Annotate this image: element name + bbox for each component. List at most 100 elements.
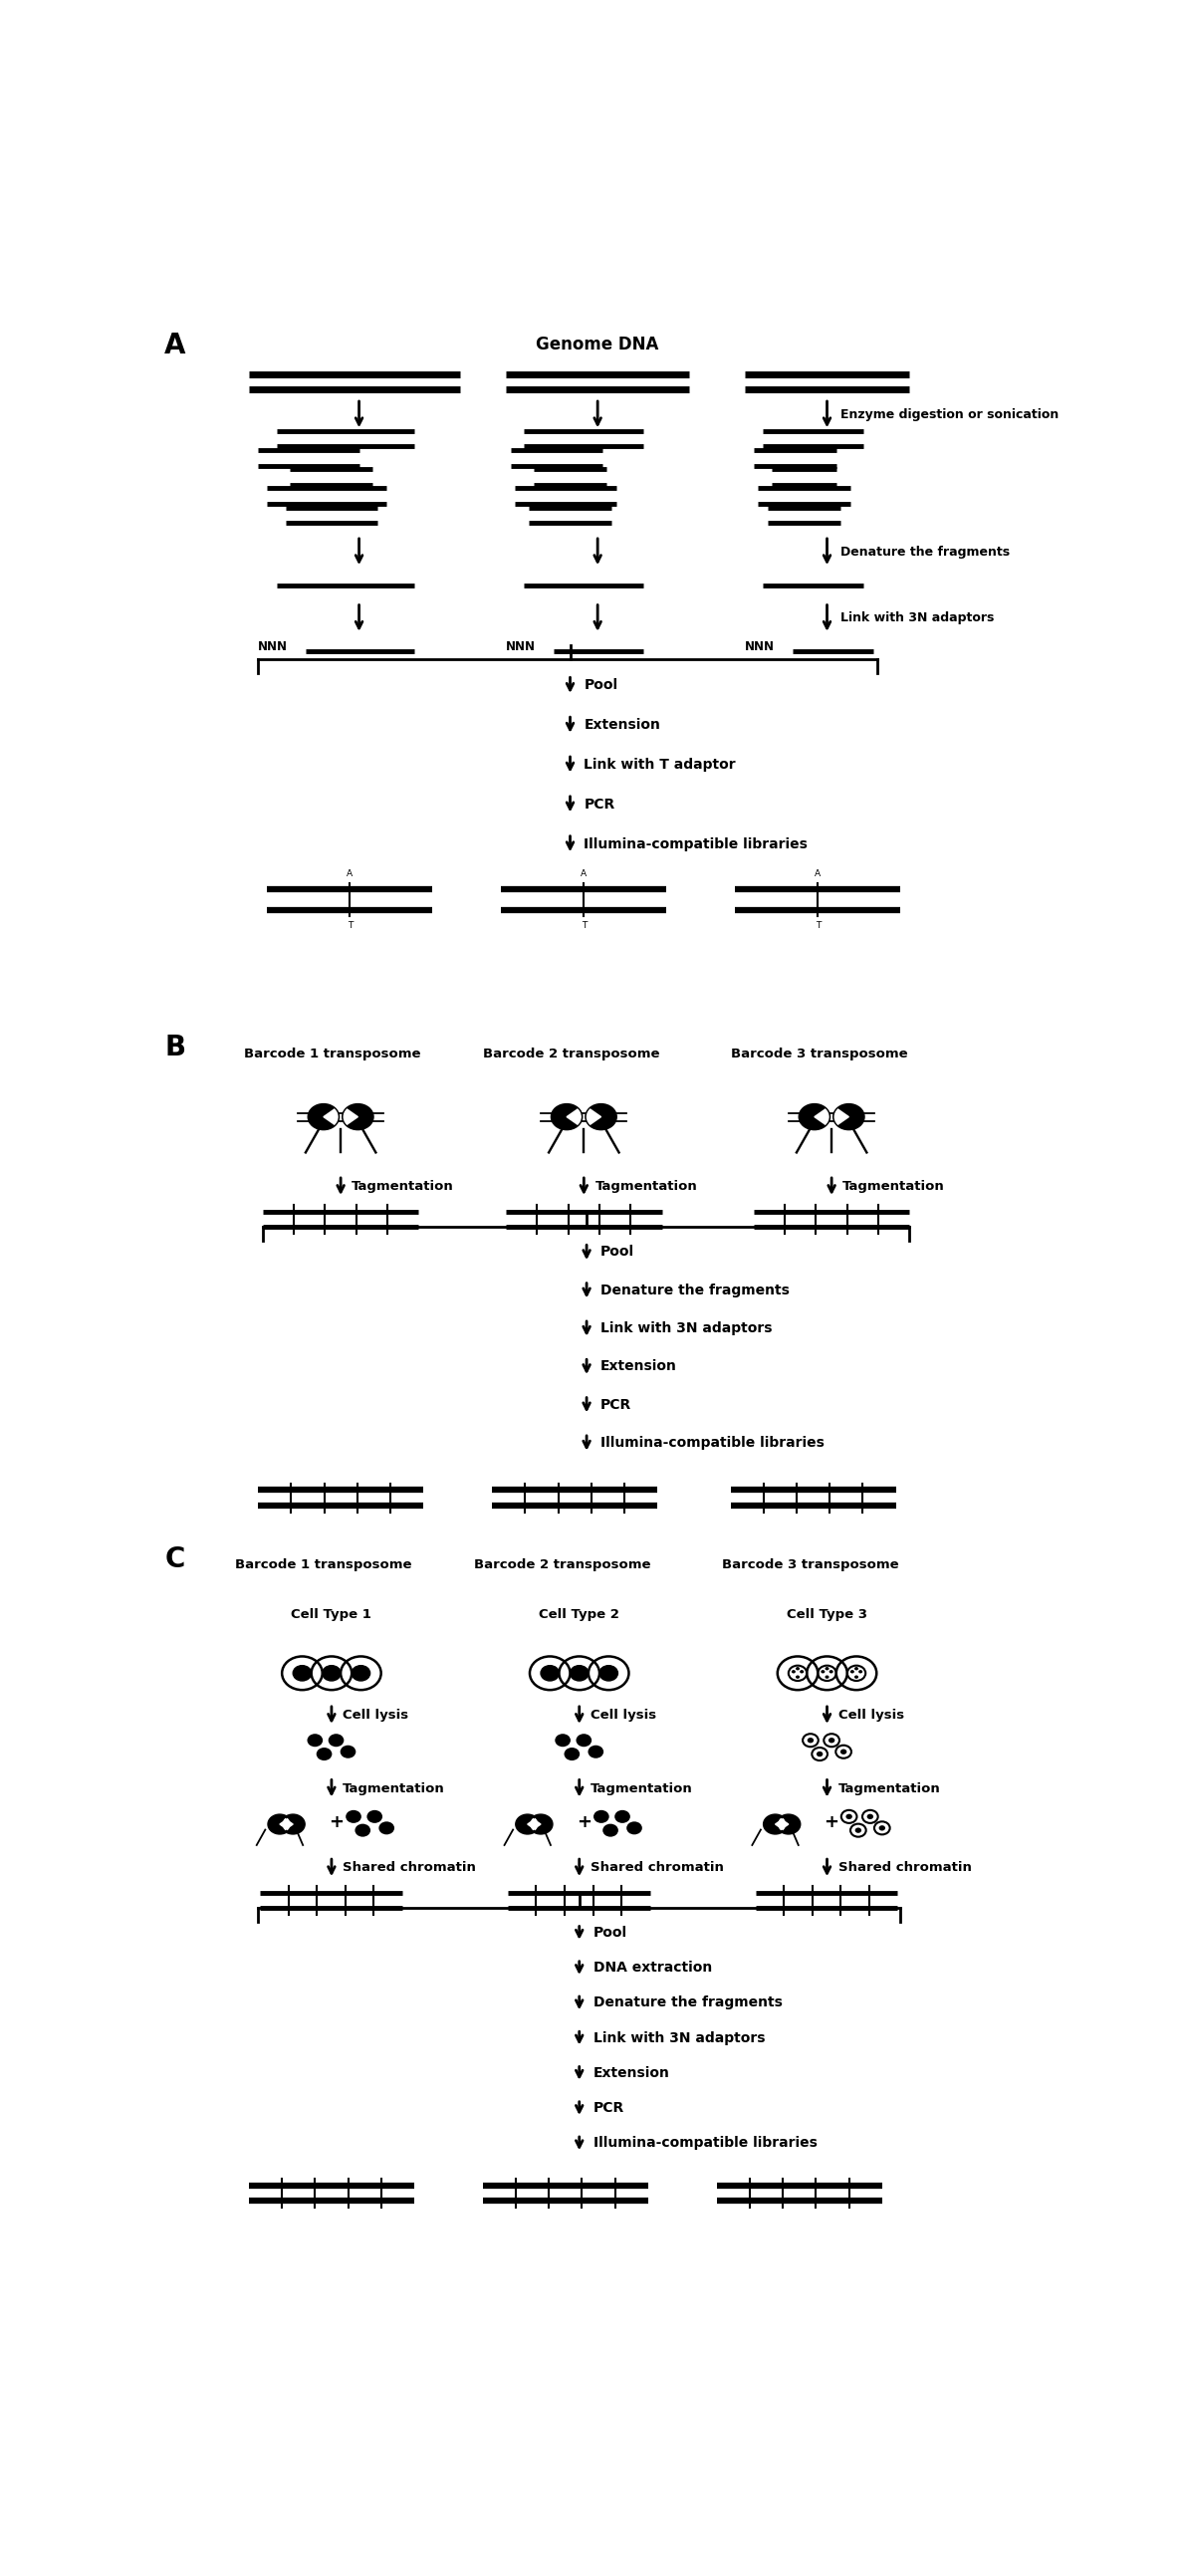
Text: Denature the fragments: Denature the fragments: [593, 1996, 783, 2009]
Circle shape: [322, 1667, 341, 1680]
Circle shape: [529, 1814, 553, 1834]
Circle shape: [515, 1814, 540, 1834]
Circle shape: [551, 1105, 583, 1131]
Circle shape: [867, 1814, 874, 1819]
Circle shape: [764, 1814, 787, 1834]
Circle shape: [879, 1826, 886, 1832]
Text: Barcode 1 transposome: Barcode 1 transposome: [244, 1048, 422, 1061]
Text: A: A: [347, 868, 353, 878]
Circle shape: [328, 1734, 343, 1747]
Text: Cell Type 1: Cell Type 1: [291, 1607, 372, 1620]
Circle shape: [316, 1747, 332, 1759]
Text: Cell lysis: Cell lysis: [838, 1708, 903, 1721]
Wedge shape: [776, 1819, 785, 1829]
Wedge shape: [279, 1819, 290, 1829]
Text: A: A: [581, 868, 587, 878]
Circle shape: [340, 1747, 356, 1759]
Text: Pool: Pool: [593, 1927, 628, 1940]
Circle shape: [292, 1667, 311, 1680]
Circle shape: [858, 1669, 862, 1674]
Circle shape: [825, 1667, 829, 1669]
Circle shape: [834, 1105, 864, 1131]
Wedge shape: [343, 1110, 358, 1123]
Text: Cell lysis: Cell lysis: [591, 1708, 656, 1721]
Circle shape: [792, 1669, 796, 1674]
Wedge shape: [587, 1110, 601, 1123]
Wedge shape: [528, 1819, 538, 1829]
Circle shape: [281, 1814, 304, 1834]
Circle shape: [268, 1814, 291, 1834]
Circle shape: [845, 1814, 852, 1819]
Text: T: T: [581, 922, 586, 930]
Text: A: A: [815, 868, 821, 878]
Text: Cell lysis: Cell lysis: [342, 1708, 408, 1721]
Text: Illumina-compatible libraries: Illumina-compatible libraries: [584, 837, 807, 850]
Text: NNN: NNN: [506, 641, 535, 654]
Text: Barcode 3 transposome: Barcode 3 transposome: [721, 1558, 899, 1571]
Wedge shape: [567, 1110, 580, 1123]
Circle shape: [855, 1667, 858, 1669]
Circle shape: [799, 1105, 830, 1131]
Circle shape: [379, 1821, 394, 1834]
Text: Enzyme digestion or sonication: Enzyme digestion or sonication: [841, 407, 1060, 420]
Text: PCR: PCR: [600, 1399, 631, 1412]
Circle shape: [829, 1669, 834, 1674]
Text: Link with 3N adaptors: Link with 3N adaptors: [600, 1321, 772, 1334]
Circle shape: [571, 1667, 588, 1680]
Circle shape: [817, 1752, 823, 1757]
Circle shape: [555, 1734, 571, 1747]
Text: Barcode 1 transposome: Barcode 1 transposome: [236, 1558, 412, 1571]
Circle shape: [829, 1739, 835, 1744]
Text: Link with T adaptor: Link with T adaptor: [584, 757, 735, 773]
Text: Barcode 2 transposome: Barcode 2 transposome: [483, 1048, 659, 1061]
Text: Illumina-compatible libraries: Illumina-compatible libraries: [600, 1435, 824, 1450]
Circle shape: [352, 1667, 371, 1680]
Circle shape: [841, 1749, 847, 1754]
Circle shape: [585, 1105, 617, 1131]
Text: Pool: Pool: [600, 1244, 635, 1260]
Text: Tagmentation: Tagmentation: [591, 1783, 693, 1795]
Text: DNA extraction: DNA extraction: [593, 1960, 712, 1976]
Wedge shape: [815, 1110, 829, 1123]
Text: Barcode 2 transposome: Barcode 2 transposome: [474, 1558, 650, 1571]
Wedge shape: [530, 1819, 541, 1829]
Text: Denature the fragments: Denature the fragments: [600, 1283, 790, 1298]
Circle shape: [855, 1826, 862, 1834]
Wedge shape: [779, 1819, 789, 1829]
Text: Extension: Extension: [600, 1360, 677, 1373]
Circle shape: [307, 1734, 323, 1747]
Text: Cell Type 3: Cell Type 3: [786, 1607, 868, 1620]
Text: T: T: [347, 922, 353, 930]
Text: PCR: PCR: [584, 796, 614, 811]
Circle shape: [593, 1811, 609, 1824]
Text: A: A: [165, 332, 186, 361]
Circle shape: [850, 1669, 855, 1674]
Circle shape: [346, 1811, 361, 1824]
Circle shape: [308, 1105, 339, 1131]
Text: Genome DNA: Genome DNA: [536, 335, 659, 353]
Text: Cell Type 2: Cell Type 2: [539, 1607, 619, 1620]
Text: Shared chromatin: Shared chromatin: [591, 1862, 723, 1875]
Text: NNN: NNN: [745, 641, 774, 654]
Text: Tagmentation: Tagmentation: [594, 1180, 697, 1193]
Text: Tagmentation: Tagmentation: [352, 1180, 453, 1193]
Text: Tagmentation: Tagmentation: [342, 1783, 445, 1795]
Circle shape: [355, 1824, 371, 1837]
Text: Barcode 3 transposome: Barcode 3 transposome: [731, 1048, 908, 1061]
Text: Pool: Pool: [584, 677, 618, 693]
Text: +: +: [329, 1814, 343, 1832]
Text: B: B: [165, 1033, 186, 1061]
Text: Link with 3N adaptors: Link with 3N adaptors: [593, 2030, 765, 2045]
Circle shape: [796, 1667, 799, 1669]
Circle shape: [541, 1667, 559, 1680]
Text: +: +: [824, 1814, 839, 1832]
Circle shape: [599, 1667, 618, 1680]
Circle shape: [367, 1811, 382, 1824]
Wedge shape: [283, 1819, 292, 1829]
Circle shape: [821, 1669, 825, 1674]
Text: Shared chromatin: Shared chromatin: [838, 1862, 971, 1875]
Circle shape: [603, 1824, 618, 1837]
Circle shape: [799, 1669, 804, 1674]
Circle shape: [577, 1734, 592, 1747]
Wedge shape: [835, 1110, 849, 1123]
